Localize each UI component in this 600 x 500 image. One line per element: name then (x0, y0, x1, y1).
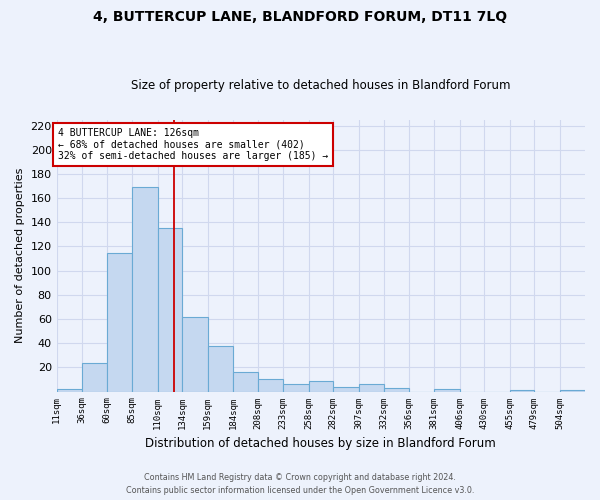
Bar (283, 384, 308, 392)
Text: Contains HM Land Registry data © Crown copyright and database right 2024.
Contai: Contains HM Land Registry data © Crown c… (126, 474, 474, 495)
Bar (107, 252, 132, 392)
Bar (560, 390, 585, 392)
Bar (158, 228, 182, 392)
Bar (333, 386, 359, 392)
Bar (509, 390, 534, 392)
X-axis label: Distribution of detached houses by size in Blandford Forum: Distribution of detached houses by size … (145, 437, 496, 450)
Bar (257, 380, 283, 392)
Text: 4, BUTTERCUP LANE, BLANDFORD FORUM, DT11 7LQ: 4, BUTTERCUP LANE, BLANDFORD FORUM, DT11… (93, 10, 507, 24)
Bar (82, 362, 107, 392)
Bar (132, 188, 158, 392)
Bar (208, 346, 233, 392)
Bar (233, 372, 257, 392)
Bar (434, 389, 460, 392)
Bar (182, 316, 208, 392)
Bar (308, 380, 333, 392)
Text: 4 BUTTERCUP LANE: 126sqm
← 68% of detached houses are smaller (402)
32% of semi-: 4 BUTTERCUP LANE: 126sqm ← 68% of detach… (58, 128, 328, 161)
Bar (359, 384, 384, 392)
Title: Size of property relative to detached houses in Blandford Forum: Size of property relative to detached ho… (131, 79, 511, 92)
Bar (56, 389, 82, 392)
Y-axis label: Number of detached properties: Number of detached properties (15, 168, 25, 343)
Bar (384, 388, 409, 392)
